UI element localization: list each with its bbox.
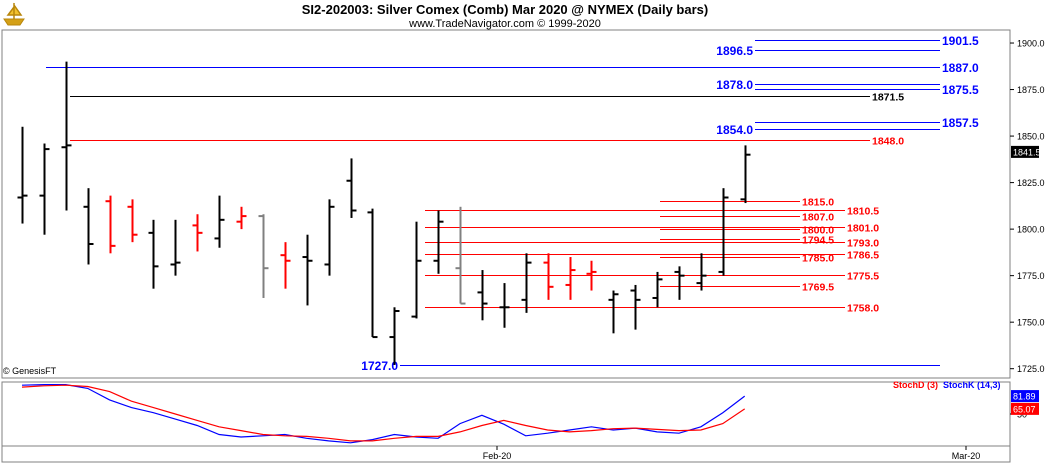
level-label: 1785.0 bbox=[802, 252, 834, 264]
date-axis-tick-label: Feb-20 bbox=[483, 451, 512, 461]
date-axis-tick-label: Mar-20 bbox=[952, 451, 981, 461]
chart-title: SI2-202003: Silver Comex (Comb) Mar 2020… bbox=[301, 2, 709, 17]
stoch-series-line bbox=[21, 384, 746, 444]
level-label: 1775.5 bbox=[847, 270, 879, 282]
level-label: 1901.5 bbox=[942, 34, 979, 48]
stoch-last-box bbox=[1011, 402, 1039, 415]
level-label: 1878.0 bbox=[716, 78, 753, 92]
level-label: 1810.5 bbox=[847, 205, 879, 217]
level-label: 1727.0 bbox=[361, 359, 398, 373]
date-axis-frame bbox=[1, 445, 1011, 463]
chart-subtitle: www.TradeNavigator.com © 1999-2020 bbox=[409, 18, 601, 30]
level-label: 1887.0 bbox=[942, 61, 979, 75]
level-label: 1875.5 bbox=[942, 83, 979, 97]
main-panel-frame bbox=[1, 29, 1011, 379]
level-label: 1815.0 bbox=[802, 196, 834, 208]
last-price-box bbox=[1011, 145, 1039, 158]
last-price-label: 1841.5 bbox=[1013, 147, 1041, 157]
level-label: 1801.0 bbox=[847, 222, 879, 234]
gold-ship-logo-icon bbox=[3, 2, 25, 26]
price-axis-tick-label: 1900.0 bbox=[1017, 39, 1045, 49]
level-label: 1807.0 bbox=[802, 211, 834, 223]
price-axis-tick-label: 1775.0 bbox=[1017, 271, 1045, 281]
level-label: 1871.5 bbox=[872, 91, 904, 103]
price-axis-tick-label: 1875.0 bbox=[1017, 85, 1045, 95]
stoch-last-label: 81.89 bbox=[1013, 392, 1036, 402]
stoch-series-line bbox=[21, 384, 746, 442]
price-axis-tick-label: 1725.0 bbox=[1017, 364, 1045, 374]
level-label: 1854.0 bbox=[716, 123, 753, 137]
stoch-panel-frame bbox=[1, 381, 1011, 447]
level-label: 1786.5 bbox=[847, 249, 879, 261]
legend-stochk: StochK (14,3) bbox=[943, 380, 1001, 390]
stoch-last-box bbox=[1011, 390, 1039, 403]
price-axis-tick-label: 1800.0 bbox=[1017, 225, 1045, 235]
level-label: 1848.0 bbox=[872, 135, 904, 147]
price-axis-tick-label: 1750.0 bbox=[1017, 318, 1045, 328]
level-label: 1794.5 bbox=[802, 234, 834, 246]
level-label: 1896.5 bbox=[716, 44, 753, 58]
legend-stochd: StochD (3) bbox=[893, 380, 938, 390]
stoch-last-label: 65.07 bbox=[1013, 404, 1036, 414]
level-label: 1800.0 bbox=[802, 224, 834, 236]
level-label: 1769.5 bbox=[802, 281, 834, 293]
price-axis-tick-label: 1850.0 bbox=[1017, 132, 1045, 142]
level-label: 1857.5 bbox=[942, 116, 979, 130]
level-label: 1793.0 bbox=[847, 237, 879, 249]
price-axis-tick-label: 1825.0 bbox=[1017, 178, 1045, 188]
copyright-label: © GenesisFT bbox=[3, 366, 57, 376]
level-label: 1758.0 bbox=[847, 302, 879, 314]
